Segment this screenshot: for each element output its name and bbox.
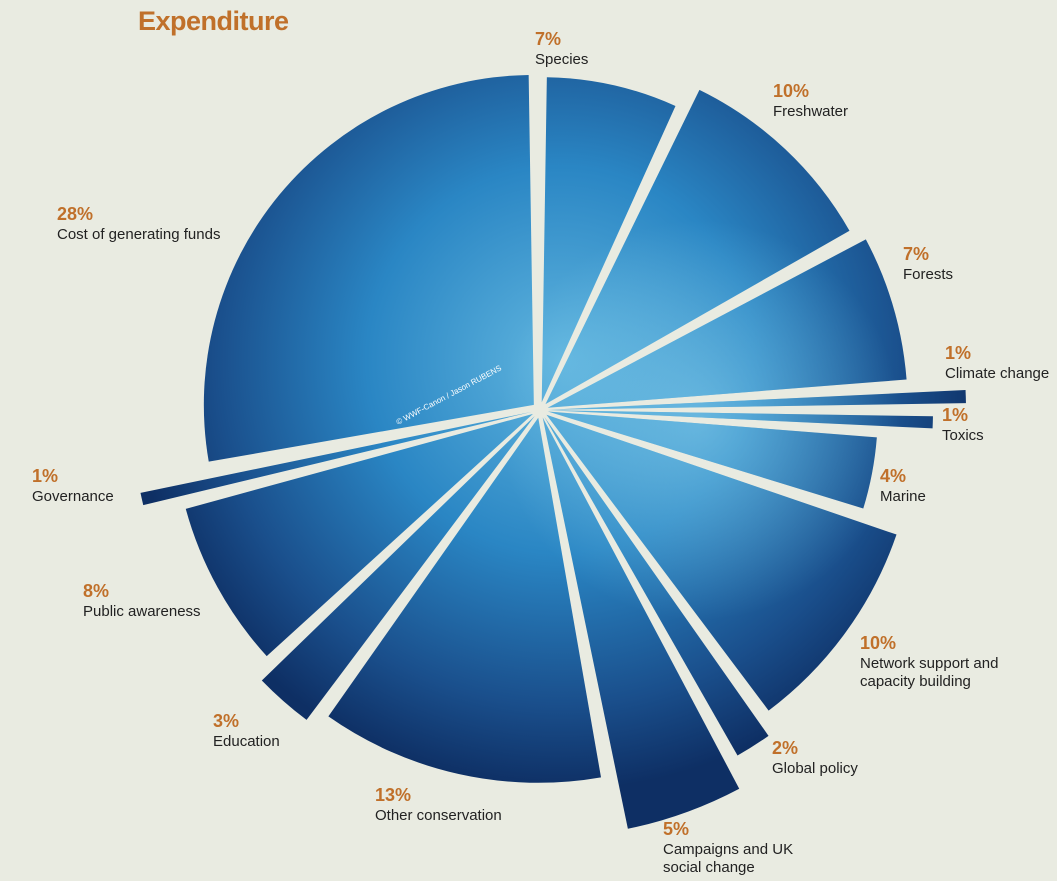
slice-highlight xyxy=(547,239,907,408)
category-label: Freshwater xyxy=(773,102,849,120)
value-label: 8% xyxy=(83,581,110,601)
category-label: Cost of generating funds xyxy=(57,225,221,243)
slice-label: 8% Public awareness xyxy=(83,580,201,621)
slice-label: 7% Forests xyxy=(903,243,953,284)
slice-label: 1% Toxics xyxy=(942,404,984,445)
slice-highlight xyxy=(542,417,740,829)
slice-highlight xyxy=(261,416,535,720)
value-label: 7% xyxy=(903,244,930,264)
category-label: Campaigns and UK social change xyxy=(663,840,794,877)
slice-label: 13% Other conservation xyxy=(375,784,502,825)
slice-highlight xyxy=(547,390,966,410)
slice-label: 1% Climate change xyxy=(945,342,1049,383)
slice-highlight xyxy=(203,74,534,462)
category-label: Climate change xyxy=(945,364,1050,382)
category-label: Forests xyxy=(903,265,954,283)
slice-label: 5% Campaigns and UK social change xyxy=(663,818,803,878)
slice-label: 2% Global policy xyxy=(772,737,858,778)
slice-highlight xyxy=(185,413,533,657)
slice-highlight xyxy=(541,77,676,403)
slice-highlight xyxy=(547,410,933,429)
slice-label: 7% Species xyxy=(535,28,588,69)
slice-label: 3% Education xyxy=(213,710,280,751)
value-label: 10% xyxy=(860,633,897,653)
category-label: Other conservation xyxy=(375,806,502,824)
slice-highlight xyxy=(546,414,897,711)
chart-title: Expenditure xyxy=(138,6,289,36)
slice-label: 1% Governance xyxy=(32,465,114,506)
slice-label: 10% Freshwater xyxy=(773,80,848,121)
value-label: 1% xyxy=(945,343,972,363)
value-label: 10% xyxy=(773,81,810,101)
category-label: Marine xyxy=(880,487,926,505)
value-label: 1% xyxy=(32,466,59,486)
slice-label: 28% Cost of generating funds xyxy=(57,203,220,244)
slice-highlight xyxy=(545,89,850,405)
category-label: Species xyxy=(535,50,589,68)
category-label: Toxics xyxy=(942,426,984,444)
slice-highlight xyxy=(544,416,769,756)
value-label: 5% xyxy=(663,819,690,839)
slice-highlight xyxy=(547,411,877,509)
category-label: Network support and capacity building xyxy=(860,654,999,691)
category-label: Governance xyxy=(32,487,114,505)
value-label: 2% xyxy=(772,738,799,758)
value-label: 3% xyxy=(213,711,240,731)
value-label: 13% xyxy=(375,785,412,805)
category-label: Education xyxy=(213,732,280,750)
slice-highlight xyxy=(140,411,533,506)
slice-label: 10% Network support and capacity building xyxy=(860,632,1030,692)
category-label: Public awareness xyxy=(83,602,201,620)
value-label: 1% xyxy=(942,405,969,425)
value-label: 28% xyxy=(57,204,94,224)
value-label: 4% xyxy=(880,466,907,486)
slice-highlight xyxy=(328,417,602,783)
category-label: Global policy xyxy=(772,759,858,777)
slice-label: 4% Marine xyxy=(880,465,926,506)
value-label: 7% xyxy=(535,29,562,49)
